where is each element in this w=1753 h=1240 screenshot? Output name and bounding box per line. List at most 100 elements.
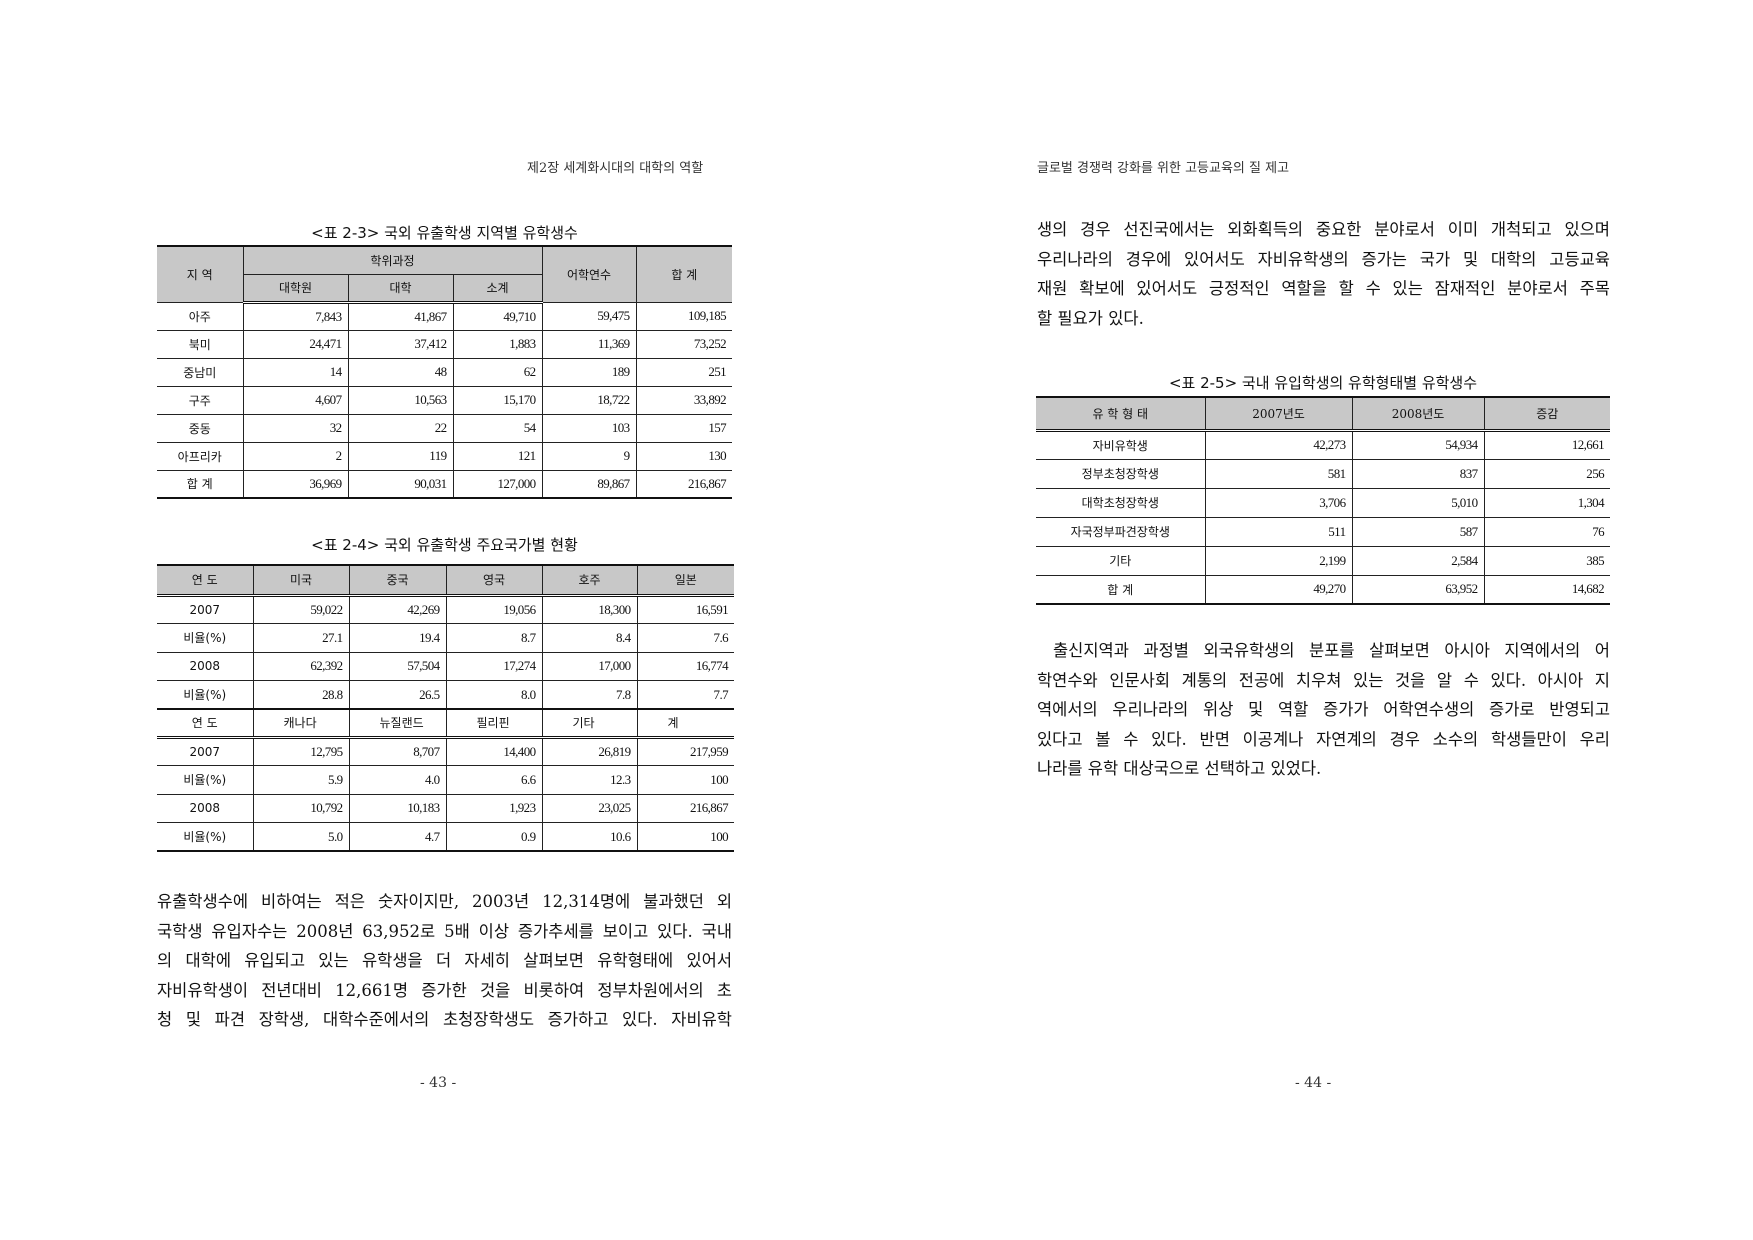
cell-value: 2,199 [1204, 545, 1353, 576]
column-header: 계 [636, 708, 734, 738]
cell-value: 511 [1204, 516, 1353, 547]
table-2-3: 지 역 학위과정 어학연수 합 계 대학원 대학 소계 아주 7,843 41,86… [157, 245, 733, 499]
cell-value: 6.6 [445, 765, 543, 795]
column-header: 영국 [445, 564, 543, 597]
cell-value: 103 [541, 413, 637, 443]
column-header: 연 도 [157, 708, 254, 738]
cell-value: 256 [1483, 458, 1610, 489]
row-label: 비율(%) [157, 765, 254, 795]
text-line: 재원 확보에 있어서도 긍정적인 역할을 할 수 있는 잠재적인 분야로서 주목 [1037, 279, 1610, 298]
cell-value: 121 [452, 441, 543, 471]
cell-value: 189 [541, 357, 637, 387]
cell-value: 4,607 [242, 385, 349, 415]
cell-value: 217,959 [636, 736, 734, 766]
column-header: 증감 [1483, 396, 1610, 432]
cell-value: 127,000 [452, 469, 543, 499]
row-label: 기타 [1036, 545, 1206, 576]
table-row: 비율(%) 5.0 4.7 0.9 10.6 100 [157, 822, 734, 852]
cell-value: 12,795 [252, 736, 350, 766]
row-label: 중동 [157, 413, 244, 443]
cell-value: 59,022 [252, 594, 350, 624]
cell-value: 3,706 [1204, 487, 1353, 518]
header-undergrad: 대학 [347, 273, 454, 304]
cell-value: 216,867 [636, 793, 734, 823]
cell-value: 27.1 [252, 623, 350, 653]
table-row: 북미 24,471 37,412 1,883 11,369 73,252 [157, 329, 733, 359]
row-label: 정부초청장학생 [1036, 458, 1206, 489]
text-line: 국학생 유입자수는 2008년 63,952로 5배 이상 증가추세를 보이고 … [157, 921, 732, 941]
cell-value: 4.7 [348, 822, 447, 852]
table-row: 자국정부파견장학생 511 587 76 [1036, 516, 1610, 547]
cell-value: 23,025 [541, 793, 638, 823]
table-row: 기타 2,199 2,584 385 [1036, 545, 1610, 576]
column-header: 연 도 [157, 564, 254, 597]
cell-value: 14,682 [1483, 574, 1610, 605]
cell-value: 63,952 [1351, 574, 1485, 605]
column-header: 2008년도 [1351, 396, 1485, 432]
header-language: 어학연수 [541, 245, 637, 303]
column-header: 2007년도 [1204, 396, 1353, 432]
text-line: 우리나라의 경우에 있어서도 자비유학생의 증가는 국가 및 대학의 고등교육 [1037, 249, 1610, 269]
cell-value: 2,584 [1351, 545, 1485, 576]
table-row: 중동 32 22 54 103 157 [157, 413, 733, 443]
table-row: 2008 10,792 10,183 1,923 23,025 216,867 [157, 793, 734, 823]
column-header: 필리핀 [445, 708, 543, 738]
cell-value: 10.6 [541, 822, 638, 852]
cell-value: 1,923 [445, 793, 543, 823]
header-region: 지 역 [157, 245, 244, 303]
cell-value: 7.6 [636, 623, 734, 653]
cell-value: 8,707 [348, 736, 447, 766]
table-2-5: 유 학 형 태 2007년도 2008년도 증감 자비유학생 42,273 54,934 1… [1036, 396, 1610, 605]
table-2-4-title: <표 2-4> 국외 유출학생 주요국가별 현황 [311, 536, 578, 554]
text-line: 유출학생수에 비하여는 적은 숫자이지만, 2003년 12,314명에 불과했… [157, 892, 732, 911]
column-header: 일본 [636, 564, 734, 597]
cell-value: 62,392 [252, 651, 350, 681]
cell-value: 587 [1351, 516, 1485, 547]
cell-value: 22 [347, 413, 454, 443]
cell-value: 837 [1351, 458, 1485, 489]
cell-value: 5.9 [252, 765, 350, 795]
cell-value: 2 [242, 441, 349, 471]
table-row: 비율(%) 28.8 26.5 8.0 7.8 7.7 [157, 680, 734, 710]
cell-value: 89,867 [541, 469, 637, 499]
text-line: 역에서의 우리나라의 위상 및 역할 증가가 어학연수생의 증가로 반영되고 [1037, 700, 1610, 719]
second-header-row: 연 도 캐나다 뉴질랜드 필리핀 기타 계 [157, 708, 734, 738]
text-line: 있다고 볼 수 있다. 반면 이공계나 자연계의 경우 소수의 학생들만이 우리 [1037, 729, 1610, 749]
text-line: 나라를 유학 대상국으로 선택하고 있었다. [1037, 759, 1322, 778]
row-label: 비율(%) [157, 822, 254, 852]
cell-value: 8.0 [445, 680, 543, 710]
cell-value: 16,591 [636, 594, 734, 624]
row-label: 2007 [157, 736, 254, 766]
table-2-3-title: <표 2-3> 국외 유출학생 지역별 유학생수 [311, 224, 578, 242]
cell-value: 109,185 [635, 301, 733, 331]
column-header: 중국 [348, 564, 447, 597]
cell-value: 76 [1483, 516, 1610, 547]
cell-value: 7.7 [636, 680, 734, 710]
cell-value: 54 [452, 413, 543, 443]
row-label: 2007 [157, 594, 254, 624]
cell-value: 33,892 [635, 385, 733, 415]
cell-value: 26,819 [541, 736, 638, 766]
column-header: 뉴질랜드 [348, 708, 447, 738]
column-header: 호주 [541, 564, 638, 597]
cell-value: 42,273 [1204, 429, 1353, 460]
cell-value: 90,031 [347, 469, 454, 499]
right-paragraph-2: 출신지역과 과정별 외국유학생의 분포를 살펴보면 아시아 지역에서의 어 학연수… [1037, 636, 1610, 784]
table-2-4: 연 도 미국 중국 영국 호주 일본 2007 59,022 42,269 19,056 18,3… [157, 564, 734, 852]
cell-value: 8.4 [541, 623, 638, 653]
column-header: 미국 [252, 564, 350, 597]
cell-value: 36,969 [242, 469, 349, 499]
row-label: 합 계 [1036, 574, 1206, 605]
cell-value: 10,792 [252, 793, 350, 823]
cell-value: 57,504 [348, 651, 447, 681]
table-row: 자비유학생 42,273 54,934 12,661 [1036, 429, 1610, 460]
cell-value: 119 [347, 441, 454, 471]
cell-value: 15,170 [452, 385, 543, 415]
column-header: 유 학 형 태 [1036, 396, 1206, 432]
cell-value: 14,400 [445, 736, 543, 766]
cell-value: 8.7 [445, 623, 543, 653]
table-row: 합 계 36,969 90,031 127,000 89,867 216,867 [157, 469, 733, 499]
row-label: 비율(%) [157, 680, 254, 710]
cell-value: 581 [1204, 458, 1353, 489]
table-row: 합 계 49,270 63,952 14,682 [1036, 574, 1610, 605]
